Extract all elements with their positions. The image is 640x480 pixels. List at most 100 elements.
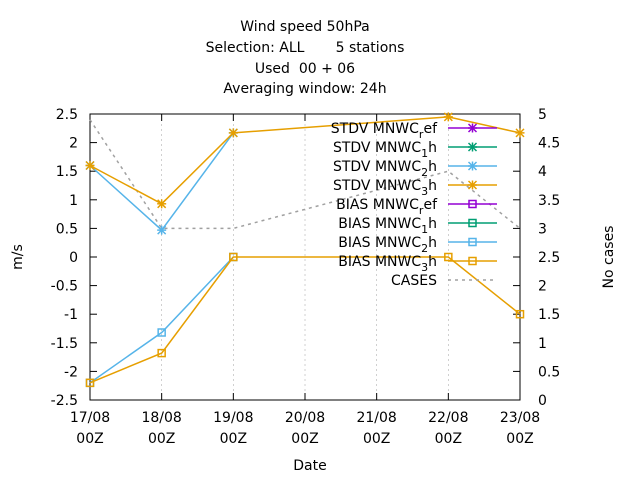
y-tick-label: 2 bbox=[69, 136, 78, 152]
series-line-8 bbox=[89, 119, 521, 230]
legend-label-main: STDV MNWC bbox=[333, 159, 421, 175]
data-point-7-0 bbox=[85, 378, 95, 388]
y2-tick-label: 2 bbox=[538, 279, 547, 295]
legend-marker-1 bbox=[467, 142, 478, 152]
y-tick-label: 0.5 bbox=[56, 221, 78, 237]
y-tick-label: -2 bbox=[64, 364, 78, 380]
legend-label-suffix: h bbox=[428, 216, 437, 232]
y-tick-label: 1.5 bbox=[56, 164, 78, 180]
y-tick-label: 0 bbox=[69, 250, 78, 266]
legend-label-main: STDV MNWC bbox=[333, 140, 421, 156]
data-point-3-2 bbox=[228, 128, 238, 138]
data-point-6-1 bbox=[157, 328, 166, 337]
y-tick-label: -0.5 bbox=[51, 279, 78, 295]
legend-label-main: BIAS MNWC bbox=[338, 254, 421, 270]
legend-label-suffix: ef bbox=[423, 121, 438, 137]
y2-tick-label: 0 bbox=[538, 393, 547, 409]
legend-label-main: BIAS MNWC bbox=[338, 235, 421, 251]
legend-label-7: BIAS MNWC3h bbox=[338, 254, 437, 274]
legend-label-suffix: h bbox=[428, 235, 437, 251]
legend-label-main: STDV MNWC bbox=[331, 121, 419, 137]
legend-label-subscript: r bbox=[419, 128, 424, 141]
legend-marker-7 bbox=[468, 256, 477, 266]
series-line-7 bbox=[89, 256, 521, 384]
data-point-3-0 bbox=[85, 160, 95, 171]
legend-label-suffix: h bbox=[428, 254, 437, 270]
series-line-6 bbox=[89, 256, 234, 384]
y2-tick-label: 4.5 bbox=[538, 136, 560, 152]
chart-title-line: Averaging window: 24h bbox=[223, 81, 386, 97]
legend-label-main: BIAS MNWC bbox=[336, 197, 419, 213]
x-tick-label-time: 00Z bbox=[506, 431, 533, 447]
y2-tick-label: 5 bbox=[538, 107, 547, 123]
legend-label-5: BIAS MNWC1h bbox=[338, 216, 437, 236]
legend-label-0: STDV MNWCref bbox=[331, 121, 438, 141]
legend-label-1: STDV MNWC1h bbox=[333, 140, 437, 160]
axes: -2.5 -2 -1.5 -1 -0.5 0 0.5 1 1.5 2 2.5 0 0.5 1 1.5 2 2.5… bbox=[10, 107, 617, 474]
x-tick-label-date: 22/08 bbox=[428, 410, 468, 426]
legend-label-subscript: 3 bbox=[421, 185, 428, 198]
legend-marker-2 bbox=[467, 161, 478, 171]
y-tick-label: 2.5 bbox=[56, 107, 78, 123]
legend-label-main: CASES bbox=[391, 273, 437, 289]
x-tick-label-date: 17/08 bbox=[70, 410, 110, 426]
data-point-3-4 bbox=[515, 128, 525, 138]
legend-marker-3 bbox=[467, 180, 478, 190]
legend-label-6: BIAS MNWC2h bbox=[338, 235, 437, 255]
legend-label-subscript: 1 bbox=[421, 147, 428, 160]
legend-label-suffix: ef bbox=[423, 197, 438, 213]
x-tick-label-date: 18/08 bbox=[141, 410, 181, 426]
x-tick-label-date: 20/08 bbox=[285, 410, 325, 426]
y2-tick-label: 2.5 bbox=[538, 250, 560, 266]
legend-label-2: STDV MNWC2h bbox=[333, 159, 437, 179]
legend-label-subscript: r bbox=[419, 204, 424, 217]
x-tick-label-date: 23/08 bbox=[500, 410, 540, 426]
legend-label-8: CASES bbox=[391, 273, 437, 289]
y2-tick-label: 3.5 bbox=[538, 193, 560, 209]
series-layer bbox=[85, 112, 525, 388]
y-axis-label: m/s bbox=[10, 244, 26, 270]
legend-label-subscript: 3 bbox=[421, 261, 428, 274]
chart-title-line: Selection: ALL 5 stations bbox=[206, 40, 405, 56]
data-point-7-1 bbox=[157, 348, 166, 358]
y2-tick-label: 1 bbox=[538, 336, 547, 352]
x-tick-label-time: 00Z bbox=[76, 431, 103, 447]
data-point-3-1 bbox=[157, 199, 167, 209]
data-point-7-2 bbox=[229, 252, 238, 262]
y2-axis-label: No cases bbox=[601, 226, 617, 289]
legend-marker-4 bbox=[468, 199, 477, 209]
chart-title-line: Wind speed 50hPa bbox=[240, 19, 369, 35]
legend-label-3: STDV MNWC3h bbox=[333, 178, 437, 198]
legend-label-suffix: h bbox=[428, 159, 437, 175]
x-tick-label-date: 19/08 bbox=[213, 410, 253, 426]
legend-label-4: BIAS MNWCref bbox=[336, 197, 438, 217]
data-point-2-1 bbox=[157, 225, 167, 235]
y2-tick-label: 4 bbox=[538, 164, 547, 180]
y2-tick-label: 3 bbox=[538, 221, 547, 237]
legend-marker-6 bbox=[468, 237, 477, 247]
x-tick-label-time: 00Z bbox=[291, 431, 318, 447]
legend-label-subscript: 2 bbox=[421, 242, 428, 255]
x-tick-label-time: 00Z bbox=[220, 431, 247, 447]
legend-marker-5 bbox=[468, 218, 477, 228]
legend-label-main: BIAS MNWC bbox=[338, 216, 421, 232]
data-point-3-3 bbox=[443, 112, 453, 122]
y-tick-label: -1 bbox=[64, 307, 78, 323]
legend-marker-0 bbox=[467, 123, 478, 133]
x-axis-label: Date bbox=[293, 458, 326, 474]
y-tick-label: -1.5 bbox=[51, 336, 78, 352]
chart-titles: Wind speed 50hPa Selection: ALL 5 station… bbox=[206, 19, 405, 97]
x-tick-label-time: 00Z bbox=[148, 431, 175, 447]
x-tick-label-time: 00Z bbox=[435, 431, 462, 447]
data-point-7-4 bbox=[515, 309, 525, 319]
legend-label-suffix: h bbox=[428, 140, 437, 156]
legend-label-subscript: 2 bbox=[421, 166, 428, 179]
y2-tick-label: 1.5 bbox=[538, 307, 560, 323]
chart-title-line: Used 00 + 06 bbox=[255, 61, 355, 77]
y-tick-label: -2.5 bbox=[51, 393, 78, 409]
y2-tick-label: 0.5 bbox=[538, 364, 560, 380]
y-tick-label: 1 bbox=[69, 193, 78, 209]
legend-label-main: STDV MNWC bbox=[333, 178, 421, 194]
